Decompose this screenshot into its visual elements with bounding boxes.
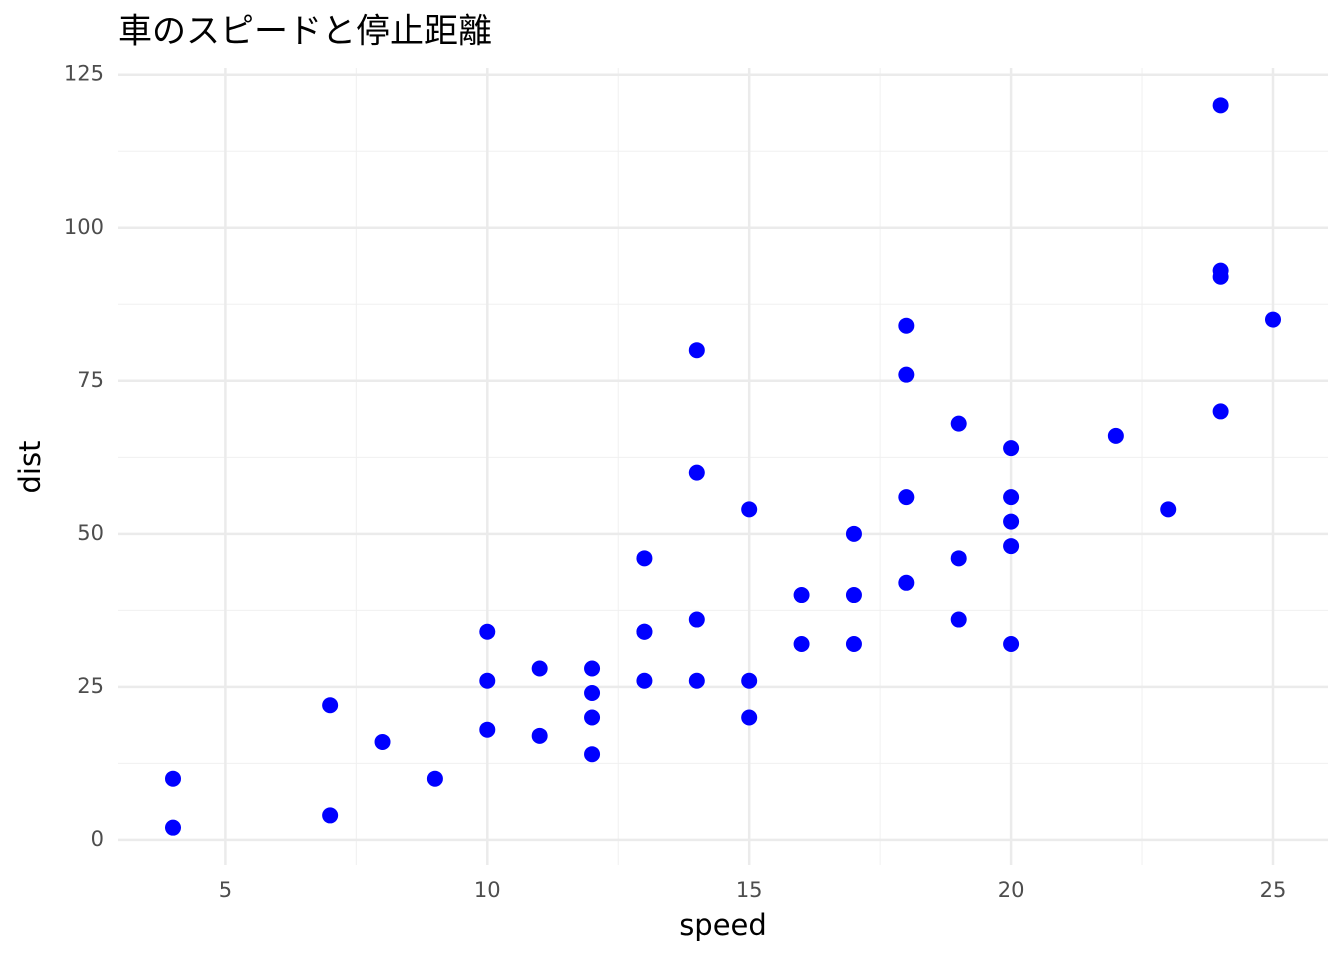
point [688, 672, 705, 689]
chart-title: 車のスピードと停止距離 [118, 12, 492, 52]
point [531, 727, 548, 744]
point [479, 623, 496, 640]
point [688, 611, 705, 628]
point [636, 623, 653, 640]
point [741, 709, 758, 726]
point [426, 770, 443, 787]
point [1212, 97, 1229, 114]
point [741, 672, 758, 689]
point [1212, 262, 1229, 279]
point [845, 636, 862, 653]
point [950, 550, 967, 567]
point [1160, 501, 1177, 518]
point [898, 317, 915, 334]
point [1003, 513, 1020, 530]
point [1003, 636, 1020, 653]
point [741, 501, 758, 518]
x-tick-label: 20 [998, 878, 1025, 902]
x-tick-label: 15 [736, 878, 763, 902]
point [950, 611, 967, 628]
point [322, 697, 339, 714]
point [1003, 538, 1020, 555]
point [898, 366, 915, 383]
point [688, 464, 705, 481]
point [1265, 311, 1281, 328]
point [898, 574, 915, 591]
point [793, 587, 810, 604]
y-axis-title: dist [13, 441, 47, 494]
point [584, 684, 601, 701]
x-tick-label: 5 [219, 878, 232, 902]
y-tick-label: 50 [77, 521, 104, 545]
point [479, 672, 496, 689]
point [165, 770, 181, 787]
point [1003, 489, 1020, 506]
point [165, 819, 181, 836]
x-tick-label: 25 [1260, 878, 1287, 902]
point [636, 672, 653, 689]
point [845, 587, 862, 604]
point [793, 636, 810, 653]
y-tick-label: 125 [64, 62, 104, 86]
x-tick-label: 10 [474, 878, 501, 902]
point [1107, 427, 1124, 444]
point [374, 733, 391, 750]
point [898, 489, 915, 506]
y-tick-label: 100 [64, 215, 104, 239]
point [845, 525, 862, 542]
point [1212, 403, 1229, 420]
point [950, 415, 967, 432]
x-axis-title: speed [679, 908, 767, 942]
point [584, 746, 601, 763]
y-tick-label: 75 [77, 368, 104, 392]
point [688, 342, 705, 359]
y-tick-label: 0 [91, 827, 104, 851]
point [584, 660, 601, 677]
point [531, 660, 548, 677]
point [1003, 440, 1020, 457]
point [584, 709, 601, 726]
point [322, 807, 339, 824]
point [636, 550, 653, 567]
y-tick-label: 25 [77, 674, 104, 698]
point [479, 721, 496, 738]
